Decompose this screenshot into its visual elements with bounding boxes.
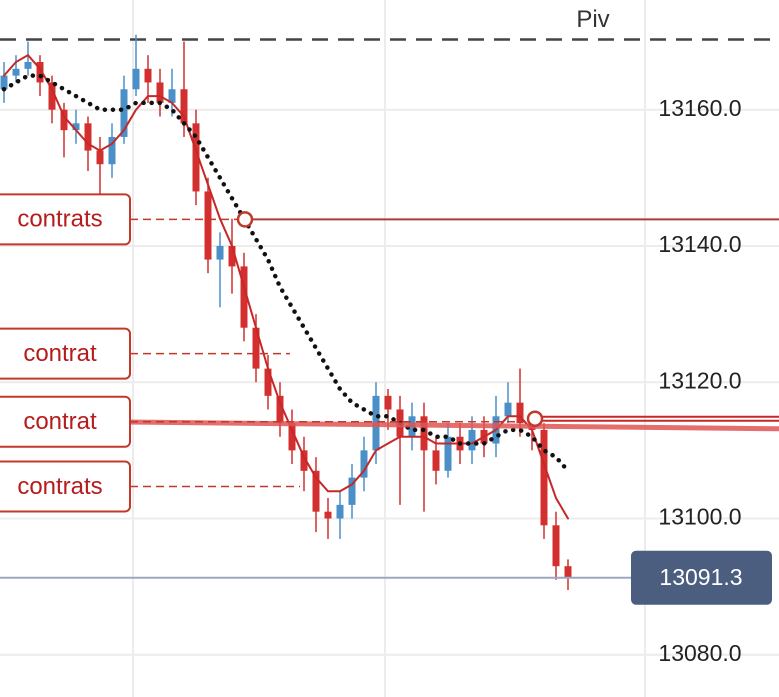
candle-body <box>504 402 512 417</box>
pivot-label: Piv <box>576 6 609 33</box>
candle-body <box>96 150 104 165</box>
order-label: contrat <box>23 408 97 435</box>
candle-body <box>300 450 308 471</box>
order-marker <box>236 211 254 228</box>
candle-body <box>48 82 56 110</box>
order-box <box>0 327 131 380</box>
candle-body <box>0 75 8 90</box>
candle-body <box>12 68 20 76</box>
y-tick-label: 13100.0 <box>658 504 741 530</box>
order-label: contrat <box>23 340 97 367</box>
price-tag-label: 13091.3 <box>659 564 742 590</box>
candle-body <box>204 191 212 260</box>
y-tick-label: 13160.0 <box>658 95 741 121</box>
candle-body <box>84 123 92 151</box>
candle-body <box>156 82 164 103</box>
order-box <box>0 193 131 246</box>
order-marker <box>526 410 544 427</box>
candle-body <box>276 395 284 424</box>
candle-body <box>312 470 320 512</box>
candle-body <box>144 68 152 83</box>
candle-body <box>432 450 440 471</box>
candle-body <box>240 266 248 328</box>
candle-body <box>60 109 68 131</box>
candle-body <box>216 245 224 260</box>
candle-body <box>168 89 176 103</box>
candle-body <box>192 123 200 192</box>
candle-body <box>228 245 236 267</box>
price-tag <box>631 550 772 605</box>
candle-body <box>264 368 272 396</box>
order-box <box>0 460 131 513</box>
candle-body <box>552 525 560 567</box>
candle-body <box>420 416 428 451</box>
y-tick-label: 13080.0 <box>658 640 741 666</box>
candle-body <box>108 136 116 165</box>
candle-body <box>252 327 260 369</box>
candle-body <box>348 477 356 505</box>
candle-body <box>180 89 188 124</box>
candle-body <box>564 566 572 578</box>
candle-body <box>324 511 332 519</box>
candle-body <box>132 68 140 90</box>
candle-body <box>288 423 296 451</box>
candle-body <box>336 504 344 519</box>
candle-body <box>36 62 44 83</box>
candle-body <box>468 429 476 451</box>
candle-body <box>120 89 128 137</box>
indicator-line <box>1 73 571 474</box>
candle-body <box>516 402 524 424</box>
candle-body <box>360 450 368 478</box>
candle-body <box>24 62 32 69</box>
order-label: contrats <box>17 473 102 500</box>
indicator-line <box>3 53 569 520</box>
order-box <box>0 395 131 448</box>
candle-body <box>540 429 548 526</box>
y-tick-label: 13140.0 <box>658 231 741 257</box>
candle-body <box>72 123 80 131</box>
y-tick-label: 13120.0 <box>658 367 741 393</box>
order-label: contrats <box>17 206 102 233</box>
candle-body <box>444 436 452 471</box>
candle-body <box>384 395 392 410</box>
